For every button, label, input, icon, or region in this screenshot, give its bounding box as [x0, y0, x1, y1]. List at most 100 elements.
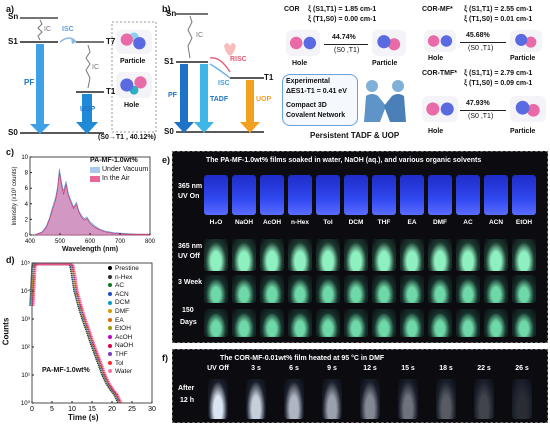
after-label: After [178, 385, 195, 392]
ytick-label: 2 [25, 217, 29, 223]
particle-orbital-image [116, 30, 152, 54]
cor-pair: (S0 ,T1) [334, 47, 360, 54]
solvent-label: AC [463, 219, 473, 226]
legend-label: n-Hex [115, 273, 133, 281]
b-label-isc: ISC [218, 80, 230, 87]
legend-label: Prestine [115, 265, 139, 272]
cormf-xi-t1s0: ξ (T1,S0) = 0.01 cm-1 [464, 16, 533, 23]
frame-time-label: 3 s [251, 365, 261, 372]
b-level-t1: T1 [264, 73, 274, 82]
panel-b-diagram [174, 13, 264, 133]
vial-week [372, 275, 396, 303]
panel-f-title: The COR-MF-0.01wt% film heated at 95 °C … [220, 355, 385, 362]
cor-xi-s1t1: ξ (S1,T1) = 1.85 cm-1 [308, 6, 377, 13]
ytick-label: 10¹ [21, 373, 30, 379]
handshake-illustration [364, 80, 406, 122]
delta-e-label: ΔES1-T1 = 0.41 eV [286, 88, 347, 95]
ytick-label: 10³ [21, 317, 30, 323]
row-week: 3 Week [178, 279, 202, 286]
vial-week [260, 275, 284, 303]
cortmf-particle-label: Particle [510, 128, 536, 135]
experimental-label: Experimental [286, 78, 330, 85]
vial-week [400, 275, 424, 303]
vial-on [456, 175, 480, 215]
panel-f-label: f) [162, 353, 168, 363]
legend-marker [108, 352, 112, 357]
heating-vial [322, 379, 342, 419]
row-days-2: Days [180, 319, 197, 326]
vial-week [204, 275, 228, 303]
ytick-label: 10² [21, 345, 30, 351]
legend-label: NaOH [115, 342, 134, 350]
legend-swatch-vacuum [90, 167, 100, 173]
hours-label: 12 h [180, 397, 195, 404]
hole-orbital-image [116, 72, 152, 98]
legend-entry: Tol [108, 360, 158, 369]
panel-e-label: e) [162, 155, 171, 165]
level-t7: T7 [106, 37, 116, 46]
legend-label: EA [115, 316, 124, 324]
panel-a: a) Sn S1 T7 T1 S0 ISC IC IC PF UOP Parti… [0, 0, 160, 145]
legend-label: AC [115, 282, 125, 290]
transition-label: (S0→T1 , 40.12%) [98, 134, 156, 141]
legend-label: ACN [115, 290, 129, 298]
ytick-label: 6 [25, 186, 29, 192]
frame-time-label: 6 s [289, 365, 299, 372]
legend-entry: EA [108, 317, 158, 326]
row-uvoff-1: 365 nm [178, 243, 203, 250]
vial-on [512, 175, 536, 215]
legend-label: DMF [115, 307, 130, 315]
solvent-label: EA [407, 219, 417, 226]
vial-days [288, 309, 312, 337]
level-s0: S0 [8, 128, 18, 137]
label-uop: UOP [80, 106, 96, 113]
cortmf-hole-image [422, 96, 458, 122]
vial-days [484, 309, 508, 337]
b-label-pf: PF [168, 92, 177, 99]
heating-vial [246, 379, 266, 419]
ytick-label: 4 [25, 202, 29, 208]
chart-c-xlabel: Wavelength (nm) [62, 246, 119, 253]
xtick-label: 10 [68, 406, 76, 413]
legend-label: AcOH [115, 333, 133, 341]
b-label-ic: IC [196, 32, 203, 39]
legend-entry: EtOH [108, 325, 158, 334]
legend-marker [108, 309, 112, 314]
cortmf-hole-label: Hole [428, 128, 444, 135]
vial-on [232, 175, 256, 215]
ytick-label: 10⁰ [21, 400, 31, 407]
xtick-label: 400 [25, 239, 36, 245]
xtick-label: 15 [88, 406, 96, 413]
vial-on [316, 175, 340, 215]
cortmf-title: COR-TMF* [422, 70, 457, 77]
legend-marker [108, 274, 112, 279]
solvent-label: DCM [348, 219, 364, 226]
cortmf-pct: 47.93% [466, 100, 490, 107]
panel-a-diagram [20, 17, 157, 134]
vial-days [372, 309, 396, 337]
ytick-label: 10 [21, 155, 28, 161]
vial-week [288, 275, 312, 303]
ytick-label: 8 [25, 171, 29, 177]
experimental-box [282, 74, 358, 126]
vial-on [484, 175, 508, 215]
chart-d-inner-label: PA-MF-1.0wt% [42, 367, 90, 374]
vial-off [260, 239, 284, 271]
legend-marker [108, 283, 112, 288]
frame-time-label: 22 s [477, 365, 491, 372]
cormf-hole-image [424, 30, 456, 52]
cor-particle-image [372, 30, 406, 56]
legend-marker [108, 343, 112, 348]
legend-label: DCM [115, 299, 130, 307]
legend-label: Water [115, 368, 133, 376]
row-days-1: 150 [182, 307, 194, 314]
legend-label-vacuum: Under Vacuum [102, 166, 149, 173]
vial-days [232, 309, 256, 337]
level-sn: Sn [8, 12, 19, 21]
xtick-label: 700 [115, 239, 126, 245]
vial-off [400, 239, 424, 271]
panel-b: b) Sn S1 T1 S0 IC RISC ISC PF TADF UOP C… [160, 0, 550, 145]
vial-on [260, 175, 284, 215]
legend-marker [108, 266, 112, 271]
cormf-xi-s1t1: ξ (S1,T1) = 2.55 cm-1 [464, 6, 533, 13]
